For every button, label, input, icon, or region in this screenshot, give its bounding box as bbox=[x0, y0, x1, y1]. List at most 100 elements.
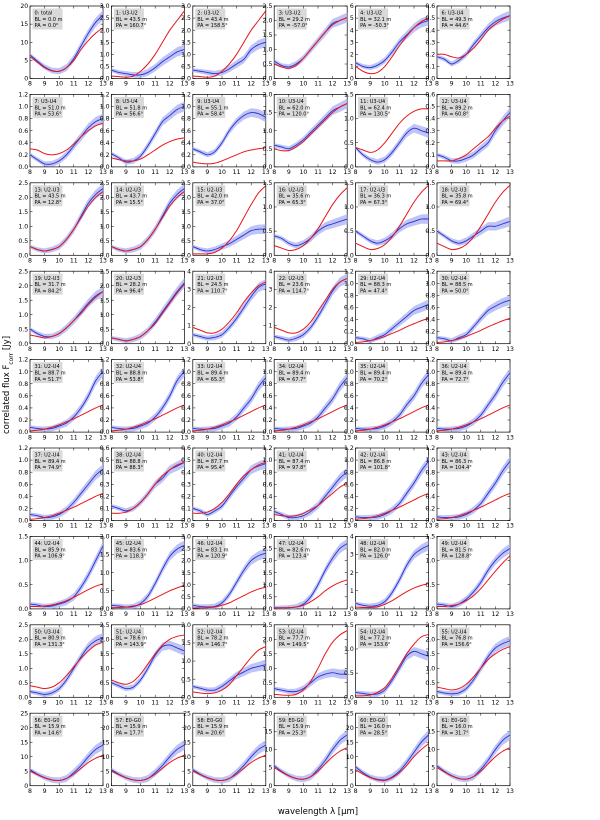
y-tick-label: 1.0 bbox=[425, 665, 435, 672]
panel: 0.0 0.5 1.0 1.5 2.0 2.5 8 9 10 11 12 13 55: U2-U4BL … bbox=[425, 622, 514, 707]
x-tick-label: 8 bbox=[435, 700, 439, 707]
x-tick-label: 11 bbox=[70, 788, 78, 795]
y-tick-label: 4 bbox=[350, 534, 354, 541]
x-tick-label: 9 bbox=[205, 700, 209, 707]
x-tick-label: 13 bbox=[262, 700, 270, 707]
data-line bbox=[192, 41, 266, 75]
x-tick-label: 10 bbox=[462, 258, 470, 265]
y-tick-label: 15 bbox=[20, 739, 28, 746]
data-error-band bbox=[437, 107, 510, 164]
y-tick-label: 0.2 bbox=[425, 140, 435, 147]
y-tick-label: 0.5 bbox=[100, 457, 110, 464]
panel-label-box bbox=[195, 8, 226, 30]
panel-label-box bbox=[195, 450, 226, 472]
y-tick-label: 1.0 bbox=[263, 47, 273, 54]
x-tick-label: 9 bbox=[205, 788, 209, 795]
y-tick-label: 0.0 bbox=[263, 252, 273, 259]
y-tick-label: 1.0 bbox=[18, 665, 28, 672]
model-line bbox=[192, 10, 267, 78]
model-line bbox=[355, 317, 429, 343]
panel-position-angle: PA = 51.7° bbox=[35, 377, 63, 383]
y-tick-label: 1.5 bbox=[100, 651, 110, 658]
x-tick-label: 10 bbox=[55, 700, 63, 707]
y-tick-label: 2.0 bbox=[100, 636, 110, 643]
y-tick-label: 0.0 bbox=[263, 518, 273, 525]
x-tick-label: 9 bbox=[124, 434, 128, 441]
y-tick-label: 0.8 bbox=[344, 381, 354, 388]
y-tick-label: 0.0 bbox=[100, 429, 110, 436]
y-tick-label: 1.2 bbox=[263, 445, 273, 452]
x-tick-label: 10 bbox=[462, 523, 470, 530]
data-error-band bbox=[274, 214, 348, 249]
y-label-subscript: corr bbox=[8, 352, 15, 364]
x-tick-label: 13 bbox=[425, 700, 433, 707]
y-tick-label: 0.4 bbox=[18, 140, 28, 147]
y-tick-label: 0.0 bbox=[344, 164, 354, 171]
panel: 0.0 0.1 0.2 0.3 0.4 0.5 0.6 8 9 10 11 12 13 6: U3-U4B… bbox=[425, 3, 514, 88]
x-tick-label: 11 bbox=[477, 434, 485, 441]
x-tick-label: 13 bbox=[180, 523, 188, 530]
x-tick-label: 12 bbox=[247, 346, 255, 353]
panel-baseline-name: 36: U2-U4 bbox=[442, 364, 467, 370]
panel-label-box bbox=[32, 8, 63, 30]
panel-label-box bbox=[276, 627, 307, 649]
panel-position-angle: PA = 95.4° bbox=[197, 465, 225, 471]
y-tick-label: 0.6 bbox=[425, 305, 435, 312]
panel-position-angle: PA = 120.0° bbox=[279, 112, 310, 118]
model-line bbox=[355, 108, 429, 153]
y-tick-label: 0.0 bbox=[100, 606, 110, 613]
panel-label-box bbox=[32, 715, 63, 737]
y-tick-label: 0.2 bbox=[344, 506, 354, 513]
x-tick-label: 9 bbox=[43, 258, 47, 265]
panel-label-box bbox=[439, 715, 470, 737]
y-tick-label: 2.5 bbox=[18, 268, 28, 275]
x-tick-label: 9 bbox=[43, 523, 47, 530]
y-tick-label: 0.4 bbox=[100, 405, 110, 412]
panel-baseline-name: 30: U2-U4 bbox=[442, 276, 467, 282]
panel-baseline-length: BL = 88.8 m bbox=[116, 371, 147, 377]
y-tick-label: 10 bbox=[20, 754, 28, 761]
x-tick-label: 12 bbox=[247, 700, 255, 707]
data-error-band bbox=[355, 456, 429, 521]
y-tick-label: 0.5 bbox=[263, 680, 273, 687]
model-line bbox=[436, 646, 511, 691]
x-tick-label: 13 bbox=[180, 434, 188, 441]
panel-baseline-name: 42: U2-U4 bbox=[360, 453, 385, 459]
x-tick-label: 8 bbox=[109, 611, 113, 618]
y-tick-label: 4 bbox=[268, 268, 272, 275]
x-tick-label: 13 bbox=[343, 346, 351, 353]
y-tick-label: 1.0 bbox=[18, 104, 28, 111]
x-tick-label: 10 bbox=[299, 434, 307, 441]
x-tick-label: 13 bbox=[425, 346, 433, 353]
panel-position-angle: PA = 53.6° bbox=[35, 112, 63, 118]
y-tick-label: 0.6 bbox=[425, 393, 435, 400]
x-tick-label: 12 bbox=[84, 700, 92, 707]
y-tick-label: 0.8 bbox=[100, 381, 110, 388]
panel-baseline-name: 55: U2-U4 bbox=[442, 629, 467, 635]
panel-baseline-length: BL = 42.0 m bbox=[197, 194, 228, 200]
y-tick-label: 0.0 bbox=[425, 694, 435, 701]
x-tick-label: 8 bbox=[435, 523, 439, 530]
y-tick-label: 0.0 bbox=[425, 429, 435, 436]
y-tick-label: 2.5 bbox=[18, 622, 28, 629]
y-tick-label: 2.5 bbox=[263, 546, 273, 553]
y-tick-label: 1.0 bbox=[425, 280, 435, 287]
y-tick-label: 1.0 bbox=[100, 104, 110, 111]
panel-label-box bbox=[276, 8, 307, 30]
panel-label-box bbox=[358, 715, 389, 737]
panel: 0.0 0.5 1.0 1.5 2.0 2.5 8 9 10 11 12 13 15: U2-U3BL … bbox=[181, 180, 270, 265]
x-tick-label: 12 bbox=[84, 788, 92, 795]
panel: 0.0 0.2 0.4 0.6 0.8 1.0 1.2 8 9 10 11 12 13 31: U2-U4… bbox=[18, 357, 107, 442]
x-tick-label: 9 bbox=[287, 81, 291, 88]
x-tick-label: 13 bbox=[262, 169, 270, 176]
x-tick-label: 11 bbox=[314, 169, 322, 176]
x-tick-label: 8 bbox=[28, 169, 32, 176]
x-tick-label: 9 bbox=[124, 258, 128, 265]
y-tick-label: 0.0 bbox=[18, 694, 28, 701]
y-tick-label: 0.4 bbox=[344, 493, 354, 500]
x-tick-label: 11 bbox=[70, 523, 78, 530]
